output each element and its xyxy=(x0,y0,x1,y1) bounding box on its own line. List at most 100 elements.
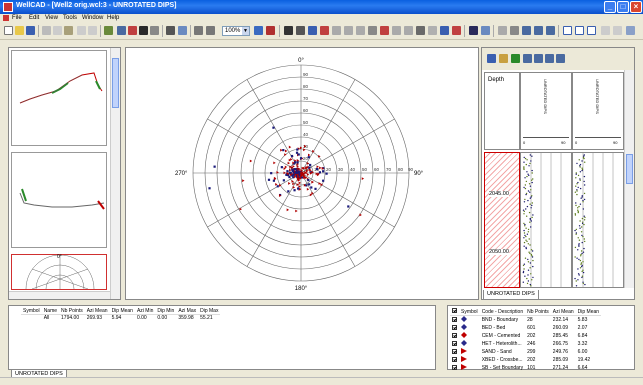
window-b-icon[interactable] xyxy=(575,26,584,35)
cut-icon[interactable] xyxy=(42,26,51,35)
menu-view[interactable]: View xyxy=(45,15,58,21)
menu-window[interactable]: Window xyxy=(82,15,104,21)
legend-row[interactable]: CEM - Cemented 202 285.45 6.84 xyxy=(450,332,601,340)
log-grid-icon[interactable] xyxy=(487,54,496,63)
new-icon[interactable] xyxy=(4,26,13,35)
log-scrollbar[interactable] xyxy=(624,70,634,288)
copy-icon[interactable] xyxy=(53,26,62,35)
dropdown-arrow-icon[interactable] xyxy=(254,26,263,35)
thumbnail-1[interactable] xyxy=(11,50,107,146)
check-all-checkbox[interactable] xyxy=(452,308,457,313)
settings-icon[interactable] xyxy=(150,26,159,35)
sine-tool-icon[interactable] xyxy=(332,26,341,35)
legend-checkbox[interactable] xyxy=(452,348,457,354)
log-scroll-thumb[interactable] xyxy=(626,154,633,184)
log-zoom-fit-icon[interactable] xyxy=(545,54,554,63)
tool-m-icon[interactable] xyxy=(613,26,622,35)
undo-icon[interactable] xyxy=(77,26,86,35)
dip-pick-icon[interactable] xyxy=(320,26,329,35)
cross-cursor-icon[interactable] xyxy=(296,26,305,35)
legend-checkbox[interactable] xyxy=(452,324,457,330)
tool-h-icon[interactable] xyxy=(440,26,449,35)
legend-row[interactable]: HET - Heterolith... 246 266.75 3.32 xyxy=(450,340,601,348)
fit-icon[interactable] xyxy=(194,26,203,35)
legend-azi: 232.14 xyxy=(552,317,569,323)
tool-b-icon[interactable] xyxy=(368,26,377,35)
zoom-out-icon[interactable] xyxy=(534,26,543,35)
menu-edit[interactable]: Edit xyxy=(29,15,40,21)
tool-g-icon[interactable] xyxy=(428,26,437,35)
zoom-area-icon[interactable] xyxy=(546,26,555,35)
thumbnail-3[interactable]: 0° xyxy=(11,254,107,290)
zoom-in-icon[interactable] xyxy=(522,26,531,35)
paste-icon[interactable] xyxy=(64,26,73,35)
tool-c-icon[interactable] xyxy=(380,26,389,35)
log-dip-mark xyxy=(576,183,578,185)
ring-label: 90 xyxy=(303,72,309,77)
print-preview-icon[interactable] xyxy=(178,26,187,35)
chevron-down-icon[interactable]: ▼ xyxy=(242,27,249,35)
zoom-select[interactable]: 100% ▼ xyxy=(222,26,250,36)
legend-row[interactable]: BND - Boundary 28 232.14 5.83 xyxy=(450,316,601,325)
legend-checkbox[interactable] xyxy=(452,332,457,338)
legend-checkbox[interactable] xyxy=(452,316,457,322)
close-button[interactable]: × xyxy=(630,1,642,13)
window-c-icon[interactable] xyxy=(587,26,596,35)
legend-checkbox[interactable] xyxy=(452,340,457,346)
grid-icon[interactable] xyxy=(469,26,478,35)
menu-file[interactable]: File xyxy=(12,15,22,21)
tool-d-icon[interactable] xyxy=(392,26,401,35)
text-tool-icon[interactable] xyxy=(308,26,317,35)
log-zoom-in-icon[interactable] xyxy=(523,54,532,63)
legend-row[interactable]: SB - Set Boundary 101 271.24 6.64 xyxy=(450,364,601,372)
arrange-icon[interactable] xyxy=(481,26,490,35)
layout-icon[interactable] xyxy=(104,26,113,35)
log-zoom-out-icon[interactable] xyxy=(534,54,543,63)
maximize-button[interactable]: □ xyxy=(617,1,629,13)
color-icon[interactable] xyxy=(128,26,137,35)
log-zoom-area-icon[interactable] xyxy=(556,54,565,63)
print-icon[interactable] xyxy=(166,26,175,35)
log-dip-mark xyxy=(578,244,580,246)
tool-n-icon[interactable] xyxy=(626,26,635,35)
depth-track[interactable]: 2045.00 2050.00 xyxy=(484,152,520,288)
scroll-thumb[interactable] xyxy=(112,58,119,108)
tool-l-icon[interactable] xyxy=(601,26,610,35)
window-a-icon[interactable] xyxy=(563,26,572,35)
track1-body[interactable] xyxy=(520,152,572,288)
log-tab[interactable]: UNROTATED DIPS xyxy=(483,290,539,300)
thumbnail-2[interactable] xyxy=(11,152,107,248)
page-icon[interactable] xyxy=(206,26,215,35)
tool-a-icon[interactable] xyxy=(356,26,365,35)
table-row[interactable]: All 1794.00 269.93 5.94 0.00 0.00 359.98… xyxy=(21,315,220,322)
cell xyxy=(21,315,42,322)
track2-body[interactable] xyxy=(572,152,624,288)
legend-row[interactable]: XBED - Crossbe... 202 285.09 19.42 xyxy=(450,356,601,364)
redo-icon[interactable] xyxy=(88,26,97,35)
log-dip-mark xyxy=(581,241,583,244)
open-icon[interactable] xyxy=(15,26,24,35)
menu-help[interactable]: Help xyxy=(107,15,120,21)
tool-f-icon[interactable] xyxy=(416,26,425,35)
tool-i-icon[interactable] xyxy=(452,26,461,35)
help-pointer-icon[interactable] xyxy=(266,26,275,35)
select-cursor-icon[interactable] xyxy=(284,26,293,35)
tool-e-icon[interactable] xyxy=(404,26,413,35)
log-refresh-icon[interactable] xyxy=(511,54,520,63)
legend-checkbox[interactable] xyxy=(452,356,457,362)
tool-k-icon[interactable] xyxy=(510,26,519,35)
save-icon[interactable] xyxy=(26,26,35,35)
menu-tools[interactable]: Tools xyxy=(63,15,78,21)
legend-checkbox[interactable] xyxy=(452,364,457,370)
stereonet-plot[interactable]: 0° 90° 180° 270° 90 80 70 60 50 40 30 20… xyxy=(125,47,479,300)
minimize-button[interactable]: _ xyxy=(604,1,616,13)
thumbnail-hscrollbar[interactable] xyxy=(9,291,110,299)
legend-row[interactable]: BED - Bed 601 260.09 2.07 xyxy=(450,324,601,332)
log-edit-icon[interactable] xyxy=(499,54,508,63)
thumbnail-scrollbar[interactable] xyxy=(110,48,120,299)
legend-row[interactable]: SAND - Sand 299 249.76 6.00 xyxy=(450,348,601,356)
tool-j-icon[interactable] xyxy=(498,26,507,35)
sine-edit-icon[interactable] xyxy=(344,26,353,35)
props-icon[interactable] xyxy=(117,26,126,35)
pen-icon[interactable] xyxy=(139,26,148,35)
